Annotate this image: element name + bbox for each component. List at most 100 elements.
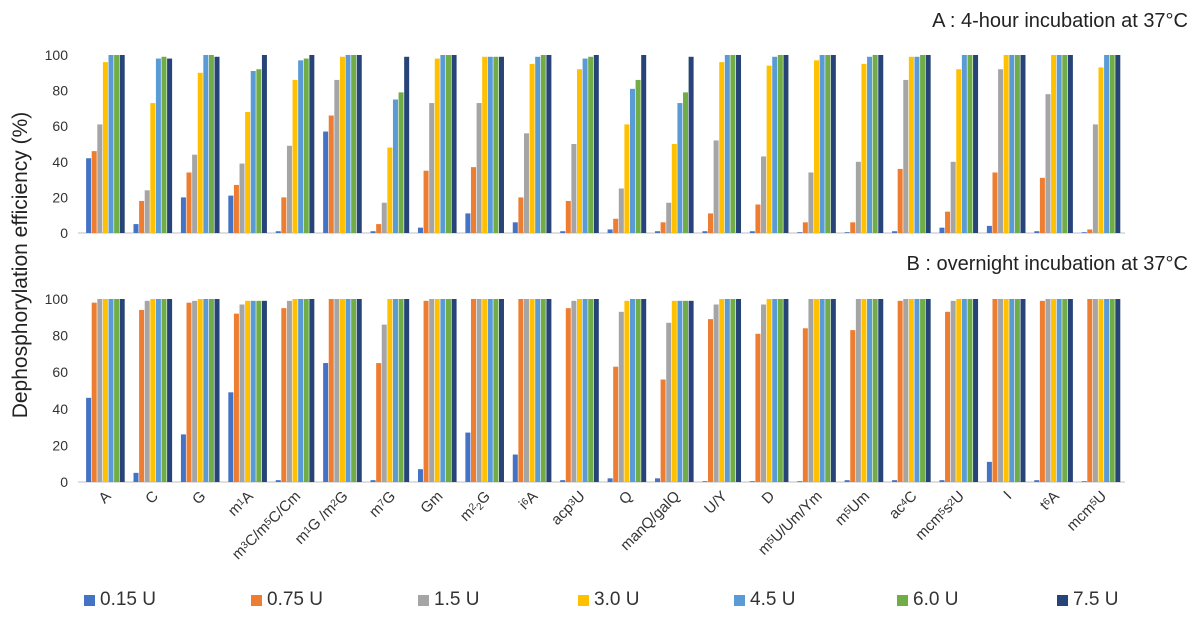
bar-b-3.0u-0 [102, 299, 108, 482]
bar-b-0.75u-16 [850, 330, 856, 482]
bar-b-0.75u-7 [423, 300, 429, 482]
bar-b-1.5u-1 [144, 300, 150, 482]
bar-b-3.0u-8 [482, 299, 488, 482]
bar-a-0.75u-10 [565, 200, 571, 233]
bar-a-1.5u-18 [950, 161, 956, 233]
y-tick-label-a: 80 [52, 83, 68, 99]
y-tick-label-b: 0 [60, 474, 68, 490]
x-tick-label: U/Y [701, 488, 731, 518]
bar-b-3.0u-11 [624, 300, 630, 482]
bar-b-3.0u-20 [1051, 299, 1057, 482]
bar-b-6.0u-16 [872, 299, 878, 482]
bar-b-7.5u-7 [451, 299, 457, 482]
bar-a-4.5u-16 [867, 56, 873, 233]
bar-a-4.5u-6 [392, 99, 398, 233]
bar-a-6.0u-11 [635, 79, 641, 233]
bar-a-1.5u-7 [429, 103, 435, 233]
legend-item-3.0u: 3.0 U [578, 585, 639, 615]
x-tick-label: A [95, 488, 114, 507]
bar-b-3.0u-1 [150, 299, 156, 482]
bar-a-4.5u-9 [535, 56, 541, 233]
bar-a-3.0u-20 [1051, 55, 1057, 233]
bar-a-6.0u-4 [303, 58, 309, 234]
y-tick-label-a: 0 [60, 225, 68, 241]
bar-a-6.0u-3 [256, 69, 262, 234]
legend-swatch [1057, 594, 1068, 606]
bar-a-0.75u-3 [233, 184, 239, 233]
bar-b-6.0u-19 [1014, 299, 1020, 482]
y-tick-label-b: 80 [52, 328, 68, 344]
bar-a-0.15u-6 [370, 231, 376, 233]
bar-a-1.5u-10 [571, 144, 577, 233]
bar-b-4.5u-20 [1056, 299, 1062, 482]
bar-a-0.75u-16 [850, 222, 856, 233]
bar-b-4.5u-1 [155, 299, 161, 482]
bar-b-3.0u-3 [245, 300, 251, 482]
bar-a-4.5u-1 [155, 58, 161, 234]
bar-b-7.5u-21 [1115, 299, 1121, 482]
bar-b-6.0u-13 [730, 299, 736, 482]
bar-a-0.15u-7 [417, 227, 423, 233]
bar-a-7.5u-2 [214, 56, 220, 233]
bar-b-0.75u-3 [233, 313, 239, 482]
bar-b-0.15u-20 [1034, 480, 1040, 482]
bar-a-4.5u-12 [677, 103, 683, 233]
bar-a-1.5u-16 [855, 161, 861, 233]
bar-a-1.5u-21 [1092, 124, 1098, 233]
y-tick-label-a: 100 [45, 47, 69, 63]
bar-b-1.5u-0 [97, 299, 103, 482]
legend-item-0.15u: 0.15 U [84, 585, 156, 615]
bar-b-7.5u-20 [1067, 299, 1073, 482]
bar-b-3.0u-17 [908, 299, 914, 482]
bar-b-6.0u-18 [967, 299, 973, 482]
bar-b-7.5u-3 [261, 300, 267, 482]
bar-a-7.5u-12 [688, 56, 694, 233]
bar-a-1.5u-14 [761, 156, 767, 233]
bar-a-0.15u-4 [275, 231, 281, 233]
bar-b-7.5u-18 [973, 299, 979, 482]
bar-b-1.5u-16 [855, 299, 861, 482]
bar-a-6.0u-1 [161, 56, 167, 233]
bar-b-6.0u-1 [161, 299, 167, 482]
bar-a-0.15u-11 [607, 229, 613, 233]
bar-b-3.0u-18 [956, 299, 962, 482]
bar-a-3.0u-10 [577, 69, 582, 234]
bar-b-0.15u-17 [892, 480, 898, 482]
bar-a-0.15u-18 [939, 227, 945, 233]
bar-a-7.5u-7 [451, 55, 457, 233]
bar-a-7.5u-10 [593, 55, 599, 233]
bar-a-0.75u-20 [1039, 177, 1045, 233]
bar-a-7.5u-19 [1020, 55, 1026, 233]
bar-a-0.15u-21 [1081, 232, 1087, 233]
bar-a-0.75u-8 [470, 167, 476, 233]
panel-a-plot: 0 20 40 60 80 100 [45, 47, 1125, 241]
bar-a-0.75u-0 [91, 151, 97, 233]
bar-a-6.0u-16 [872, 55, 878, 233]
bar-a-1.5u-20 [1045, 94, 1051, 233]
bar-a-3.0u-15 [814, 60, 820, 234]
bar-a-3.0u-16 [861, 63, 867, 234]
bar-b-7.5u-11 [641, 299, 647, 482]
bar-a-0.75u-21 [1087, 229, 1093, 233]
bar-a-4.5u-8 [487, 56, 493, 233]
bar-b-6.0u-2 [208, 299, 214, 482]
bar-a-0.15u-0 [86, 158, 92, 233]
bar-b-1.5u-20 [1045, 299, 1051, 482]
bar-b-4.5u-9 [535, 299, 541, 482]
bar-a-3.0u-2 [197, 72, 203, 233]
bar-b-7.5u-5 [356, 299, 362, 482]
bar-b-1.5u-7 [429, 299, 435, 482]
bar-b-0.15u-10 [560, 480, 566, 482]
bar-a-7.5u-0 [119, 55, 125, 233]
bar-b-0.75u-2 [186, 302, 192, 482]
bar-b-0.15u-0 [86, 397, 92, 482]
legend-label: 0.75 U [267, 589, 323, 610]
bar-a-6.0u-20 [1062, 55, 1068, 233]
bar-b-6.0u-9 [540, 299, 546, 482]
bar-a-3.0u-3 [245, 111, 251, 233]
legend-label: 4.5 U [750, 589, 796, 610]
bar-b-4.5u-16 [867, 299, 873, 482]
bar-a-0.15u-5 [323, 131, 329, 233]
bar-b-6.0u-0 [114, 299, 120, 482]
bar-b-6.0u-8 [493, 299, 499, 482]
